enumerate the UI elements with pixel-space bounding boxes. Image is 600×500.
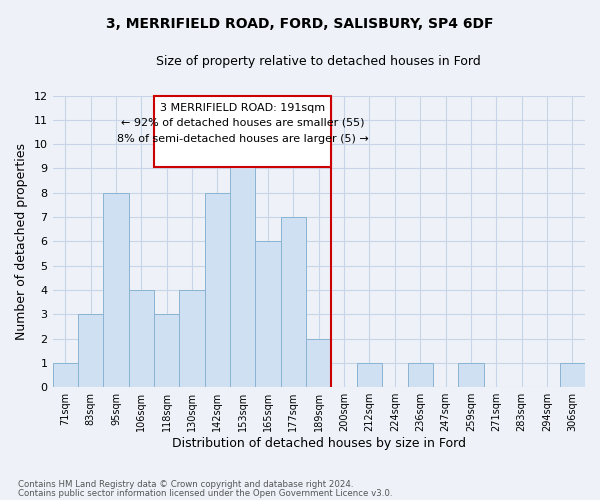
Bar: [256, 242, 281, 387]
Bar: [128, 290, 154, 387]
Bar: [306, 338, 331, 387]
Text: Contains public sector information licensed under the Open Government Licence v3: Contains public sector information licen…: [18, 488, 392, 498]
X-axis label: Distribution of detached houses by size in Ford: Distribution of detached houses by size …: [172, 437, 466, 450]
Bar: [154, 314, 179, 387]
FancyBboxPatch shape: [154, 96, 331, 168]
Bar: [560, 363, 585, 387]
Bar: [281, 217, 306, 387]
Text: 3 MERRIFIELD ROAD: 191sqm: 3 MERRIFIELD ROAD: 191sqm: [160, 102, 325, 113]
Bar: [458, 363, 484, 387]
Bar: [179, 290, 205, 387]
Bar: [407, 363, 433, 387]
Y-axis label: Number of detached properties: Number of detached properties: [15, 143, 28, 340]
Title: Size of property relative to detached houses in Ford: Size of property relative to detached ho…: [157, 55, 481, 68]
Bar: [53, 363, 78, 387]
Bar: [230, 144, 256, 387]
Text: 8% of semi-detached houses are larger (5) →: 8% of semi-detached houses are larger (5…: [117, 134, 368, 144]
Text: Contains HM Land Registry data © Crown copyright and database right 2024.: Contains HM Land Registry data © Crown c…: [18, 480, 353, 489]
Text: ← 92% of detached houses are smaller (55): ← 92% of detached houses are smaller (55…: [121, 118, 364, 128]
Bar: [103, 193, 128, 387]
Bar: [205, 193, 230, 387]
Bar: [78, 314, 103, 387]
Text: 3, MERRIFIELD ROAD, FORD, SALISBURY, SP4 6DF: 3, MERRIFIELD ROAD, FORD, SALISBURY, SP4…: [106, 18, 494, 32]
Bar: [357, 363, 382, 387]
